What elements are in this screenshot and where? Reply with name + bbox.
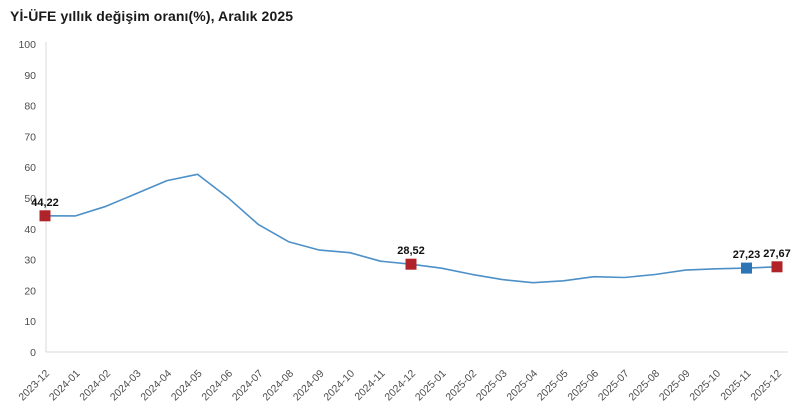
y-tick-label: 90 bbox=[24, 70, 36, 82]
x-tick-label: 2025-08 bbox=[626, 368, 662, 404]
x-tick-label: 2024-11 bbox=[352, 368, 387, 403]
y-tick-label: 30 bbox=[24, 255, 36, 267]
y-tick-label: 50 bbox=[24, 193, 36, 205]
data-marker bbox=[39, 210, 51, 222]
data-point-label: 44,22 bbox=[31, 197, 59, 209]
x-tick-label: 2023-12 bbox=[16, 368, 52, 404]
x-tick-label: 2024-06 bbox=[199, 368, 235, 404]
x-tick-label: 2025-05 bbox=[535, 368, 571, 404]
x-tick-label: 2024-02 bbox=[77, 368, 113, 404]
x-tick-label: 2024-04 bbox=[138, 368, 174, 404]
x-tick-label: 2025-10 bbox=[687, 368, 723, 404]
data-point-label: 27,67 bbox=[763, 248, 791, 260]
x-tick-label: 2024-08 bbox=[260, 368, 296, 404]
x-tick-label: 2025-06 bbox=[565, 368, 601, 404]
y-tick-label: 40 bbox=[24, 224, 36, 236]
x-tick-label: 2025-03 bbox=[474, 368, 510, 404]
y-tick-label: 60 bbox=[24, 162, 36, 174]
x-tick-label: 2024-12 bbox=[382, 368, 418, 404]
x-tick-label: 2025-07 bbox=[596, 368, 632, 404]
x-tick-label: 2025-04 bbox=[504, 368, 540, 404]
y-tick-label: 100 bbox=[18, 39, 36, 51]
x-tick-label: 2024-07 bbox=[230, 368, 266, 404]
x-tick-label: 2024-01 bbox=[47, 368, 83, 404]
y-tick-label: 80 bbox=[24, 101, 36, 113]
x-tick-label: 2024-10 bbox=[321, 368, 357, 404]
data-point-label: 28,52 bbox=[397, 245, 425, 257]
y-tick-label: 20 bbox=[24, 285, 36, 297]
y-tick-label: 10 bbox=[24, 316, 36, 328]
x-tick-label: 2024-03 bbox=[108, 368, 144, 404]
chart-title: Yİ-ÜFE yıllık değişim oranı(%), Aralık 2… bbox=[10, 8, 294, 24]
data-marker bbox=[405, 258, 417, 270]
x-tick-label: 2025-02 bbox=[443, 368, 479, 404]
data-point-label: 27,23 bbox=[733, 249, 761, 261]
x-tick-label: 2025-09 bbox=[657, 368, 693, 404]
y-tick-label: 0 bbox=[30, 347, 36, 359]
x-tick-label: 2025-01 bbox=[413, 368, 449, 404]
x-tick-label: 2025-11 bbox=[718, 368, 753, 403]
data-marker bbox=[771, 261, 783, 273]
x-tick-label: 2024-09 bbox=[291, 368, 327, 404]
y-tick-label: 70 bbox=[24, 131, 36, 143]
x-tick-label: 2024-05 bbox=[169, 368, 205, 404]
data-marker bbox=[741, 262, 752, 274]
x-tick-label: 2025-12 bbox=[748, 368, 784, 404]
